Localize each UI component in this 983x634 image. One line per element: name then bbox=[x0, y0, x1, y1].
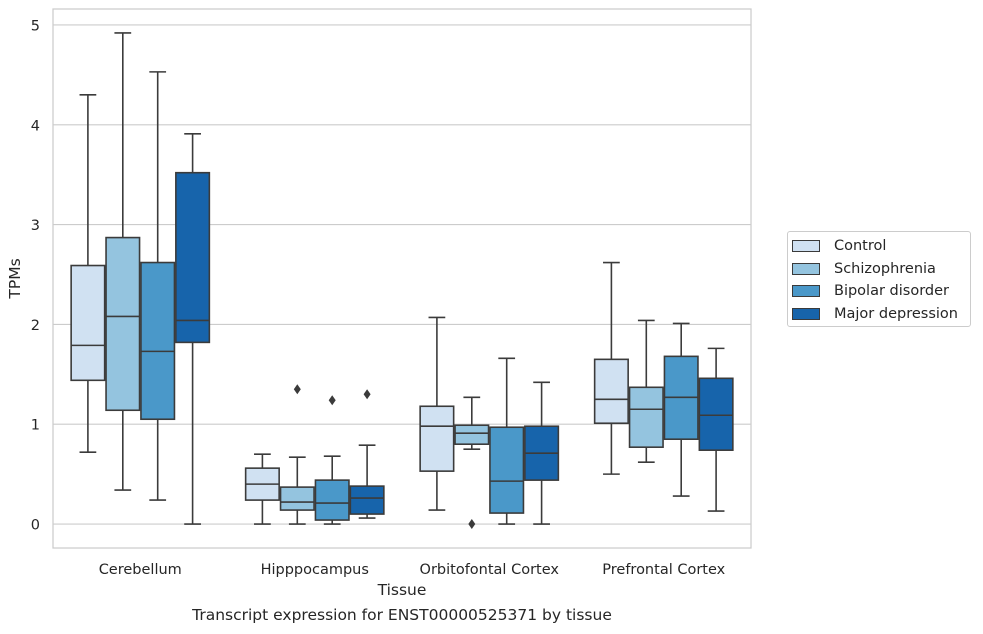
box-iqr bbox=[698, 377, 734, 451]
outlier-marker bbox=[363, 389, 371, 400]
legend: Control Schizophrenia Bipolar disorder Majo… bbox=[787, 231, 971, 327]
x-tick-label: Cerebellum bbox=[99, 562, 182, 578]
legend-item: Control bbox=[792, 235, 970, 258]
y-axis-label: TPMs bbox=[6, 258, 24, 299]
box-iqr bbox=[279, 486, 315, 511]
box-2-0 bbox=[419, 316, 455, 511]
figure-caption: Transcript expression for ENST0000052537… bbox=[192, 606, 612, 624]
box-3-2 bbox=[663, 322, 699, 497]
y-tick-label: 1 bbox=[31, 418, 40, 434]
box-3-3 bbox=[698, 347, 734, 512]
outlier-marker bbox=[328, 395, 336, 406]
plot-frame bbox=[52, 8, 752, 549]
box-0-0 bbox=[70, 94, 106, 453]
box-iqr bbox=[349, 485, 385, 515]
box-1-2 bbox=[314, 395, 350, 525]
x-tick-label: Orbitofontal Cortex bbox=[420, 562, 560, 578]
box-iqr bbox=[419, 405, 455, 472]
box-0-1 bbox=[105, 32, 141, 491]
legend-label: Bipolar disorder bbox=[834, 283, 949, 300]
box-iqr bbox=[454, 424, 490, 445]
box-3-1 bbox=[628, 319, 664, 463]
box-iqr bbox=[593, 358, 629, 425]
legend-label: Control bbox=[834, 238, 887, 255]
legend-label: Major depression bbox=[834, 305, 958, 322]
box-iqr bbox=[175, 171, 211, 344]
box-iqr bbox=[70, 264, 106, 382]
y-tick-label: 3 bbox=[31, 218, 40, 234]
box-iqr bbox=[140, 261, 176, 421]
x-axis-label: Tissue bbox=[377, 581, 427, 599]
box-2-3 bbox=[524, 381, 560, 525]
box-iqr bbox=[314, 479, 350, 521]
box-iqr bbox=[105, 236, 141, 412]
legend-swatch bbox=[792, 262, 820, 275]
legend-item: Major depression bbox=[792, 303, 970, 326]
y-tick-label: 4 bbox=[31, 118, 40, 134]
y-tick-label: 5 bbox=[31, 18, 40, 34]
box-iqr bbox=[628, 386, 664, 448]
box-0-3 bbox=[175, 132, 211, 525]
legend-swatch bbox=[792, 307, 820, 320]
box-plots bbox=[70, 32, 734, 530]
legend-swatch bbox=[792, 240, 820, 253]
y-tick-labels: 0 1 2 3 4 5 bbox=[31, 18, 40, 533]
legend-item: Schizophrenia bbox=[792, 258, 970, 281]
box-1-1 bbox=[279, 384, 315, 525]
y-tick-label: 0 bbox=[31, 518, 40, 534]
box-3-0 bbox=[593, 261, 629, 475]
box-2-1 bbox=[454, 396, 490, 530]
legend-swatch bbox=[792, 285, 820, 298]
x-tick-label: Hipppocampus bbox=[261, 562, 369, 578]
outlier-marker bbox=[293, 384, 301, 395]
legend-item: Bipolar disorder bbox=[792, 280, 970, 303]
outlier-marker bbox=[468, 519, 476, 530]
box-1-0 bbox=[244, 453, 280, 525]
box-2-2 bbox=[489, 357, 525, 525]
y-tick-label: 2 bbox=[31, 318, 40, 334]
box-iqr bbox=[489, 426, 525, 514]
legend-label: Schizophrenia bbox=[834, 260, 936, 277]
x-tick-labels: Cerebellum Hipppocampus Orbitofontal Corte… bbox=[99, 562, 726, 578]
x-tick-label: Prefrontal Cortex bbox=[602, 562, 725, 578]
box-0-2 bbox=[140, 71, 176, 501]
box-1-3 bbox=[349, 389, 385, 519]
